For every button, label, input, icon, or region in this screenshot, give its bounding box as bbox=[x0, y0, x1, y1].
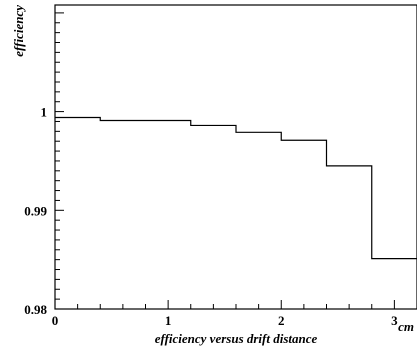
histogram-step-line bbox=[55, 116, 417, 260]
x-tick-label: 2 bbox=[278, 313, 285, 328]
x-tick-label: 1 bbox=[165, 313, 172, 328]
axis-ticks bbox=[54, 12, 417, 310]
y-axis-label: efficiency bbox=[11, 5, 26, 57]
x-axis-unit: cm bbox=[398, 319, 414, 334]
plot-frame bbox=[54, 4, 417, 310]
y-tick-label: 1 bbox=[41, 105, 48, 120]
x-tick-label: 0 bbox=[52, 313, 59, 328]
y-tick-label: 0.98 bbox=[24, 302, 47, 317]
tick-labels: 0 1 2 3 0.98 0.99 1 bbox=[24, 105, 398, 328]
x-axis-label: efficiency versus drift distance bbox=[155, 331, 318, 346]
x-tick-label: 3 bbox=[391, 313, 398, 328]
y-tick-label: 0.99 bbox=[24, 203, 47, 218]
